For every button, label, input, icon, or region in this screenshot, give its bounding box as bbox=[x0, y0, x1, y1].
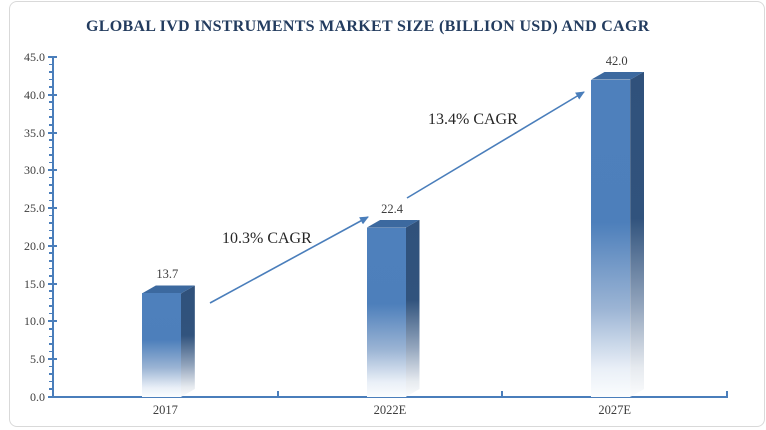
y-axis-minor-tick bbox=[49, 312, 53, 315]
y-axis-minor-tick bbox=[49, 199, 53, 202]
x-axis-tick bbox=[726, 391, 728, 397]
y-axis-minor-tick bbox=[49, 380, 53, 383]
y-axis-minor-tick bbox=[49, 139, 53, 141]
y-axis-major-tick bbox=[48, 320, 57, 323]
cagr-label-1: 10.3% CAGR bbox=[222, 230, 312, 247]
y-axis-minor-tick bbox=[49, 343, 53, 345]
y-axis-tick-label: 5.0 bbox=[30, 352, 45, 367]
y-axis-major-tick bbox=[48, 396, 57, 398]
bar-side-2027E bbox=[630, 72, 644, 397]
y-axis-tick-label: 15.0 bbox=[24, 276, 45, 291]
x-axis-tick bbox=[501, 391, 504, 397]
bar-value-label: 42.0 bbox=[605, 53, 628, 68]
y-axis-minor-tick bbox=[49, 388, 53, 390]
y-axis-tick-label: 35.0 bbox=[24, 125, 45, 140]
bar-2017 bbox=[141, 293, 181, 397]
x-axis-category-label: 2027E bbox=[598, 403, 631, 417]
y-axis-minor-tick bbox=[49, 78, 53, 81]
y-axis-minor-tick bbox=[49, 305, 53, 307]
x-axis-category-label: 2017 bbox=[152, 403, 178, 417]
y-axis-minor-tick bbox=[49, 290, 53, 292]
y-axis-tick-label: 0.0 bbox=[30, 390, 45, 404]
y-axis-major-tick bbox=[48, 93, 57, 96]
y-axis-minor-tick bbox=[49, 116, 53, 118]
y-axis-major-tick bbox=[48, 56, 57, 58]
y-axis-minor-tick bbox=[49, 229, 53, 232]
bar-side-2017 bbox=[181, 285, 195, 397]
bar-top-2017 bbox=[142, 285, 195, 293]
y-axis-minor-tick bbox=[49, 373, 53, 375]
cagr-label-2: 13.4% CAGR bbox=[428, 111, 518, 128]
y-axis-minor-tick bbox=[49, 275, 53, 277]
x-axis-line bbox=[52, 396, 728, 398]
y-axis-minor-tick bbox=[49, 63, 53, 66]
y-axis-minor-tick bbox=[49, 124, 53, 126]
y-axis-minor-tick bbox=[49, 161, 53, 164]
bar-value-label: 22.4 bbox=[381, 201, 403, 216]
bar-side-2022E bbox=[406, 220, 420, 397]
y-axis-minor-tick bbox=[49, 101, 53, 103]
y-axis-major-tick bbox=[48, 131, 57, 134]
y-axis-tick-label: 20.0 bbox=[24, 238, 45, 253]
bar-top-2027E bbox=[591, 72, 644, 80]
y-axis-minor-tick bbox=[49, 86, 53, 88]
bar-2027E bbox=[591, 79, 631, 397]
y-axis-major-tick bbox=[48, 282, 57, 285]
y-axis-major-tick bbox=[48, 358, 57, 361]
x-axis-category-label: 2022E bbox=[373, 403, 407, 417]
y-axis-major-tick bbox=[48, 207, 57, 210]
y-axis-minor-tick bbox=[49, 267, 53, 270]
y-axis-minor-tick bbox=[49, 214, 53, 217]
y-axis-minor-tick bbox=[49, 146, 53, 149]
y-axis-minor-tick bbox=[49, 184, 53, 186]
y-axis-minor-tick bbox=[49, 335, 53, 338]
y-axis-minor-tick bbox=[49, 237, 53, 239]
bar-top-2022E bbox=[367, 220, 420, 228]
y-axis-major-tick bbox=[48, 244, 57, 247]
cagr-arrow-2022-2027 bbox=[406, 91, 585, 199]
y-axis-minor-tick bbox=[49, 260, 53, 262]
y-axis-minor-tick bbox=[49, 350, 53, 353]
y-axis-tick-label: 40.0 bbox=[24, 87, 45, 102]
y-axis-minor-tick bbox=[49, 176, 53, 179]
y-axis-minor-tick bbox=[49, 192, 53, 194]
y-axis-minor-tick bbox=[49, 222, 53, 224]
y-axis-line bbox=[52, 57, 54, 397]
y-axis-tick-label: 45.0 bbox=[24, 50, 45, 64]
bar-2022E bbox=[366, 227, 406, 397]
y-axis-minor-tick bbox=[49, 297, 53, 300]
y-axis-minor-tick bbox=[49, 328, 53, 330]
chart-title: GLOBAL IVD INSTRUMENTS MARKET SIZE (BILL… bbox=[86, 18, 650, 35]
y-axis-minor-tick bbox=[49, 365, 53, 368]
y-axis-tick-label: 30.0 bbox=[24, 163, 45, 178]
bar-value-label: 13.7 bbox=[156, 267, 179, 282]
y-axis-minor-tick bbox=[49, 154, 53, 156]
y-axis-major-tick bbox=[48, 169, 57, 172]
y-axis-tick-label: 10.0 bbox=[24, 314, 45, 329]
y-axis-tick-label: 25.0 bbox=[24, 201, 45, 216]
y-axis-minor-tick bbox=[49, 71, 53, 73]
y-axis-minor-tick bbox=[49, 252, 53, 254]
y-axis-minor-tick bbox=[49, 108, 53, 111]
x-axis-tick bbox=[276, 391, 279, 397]
